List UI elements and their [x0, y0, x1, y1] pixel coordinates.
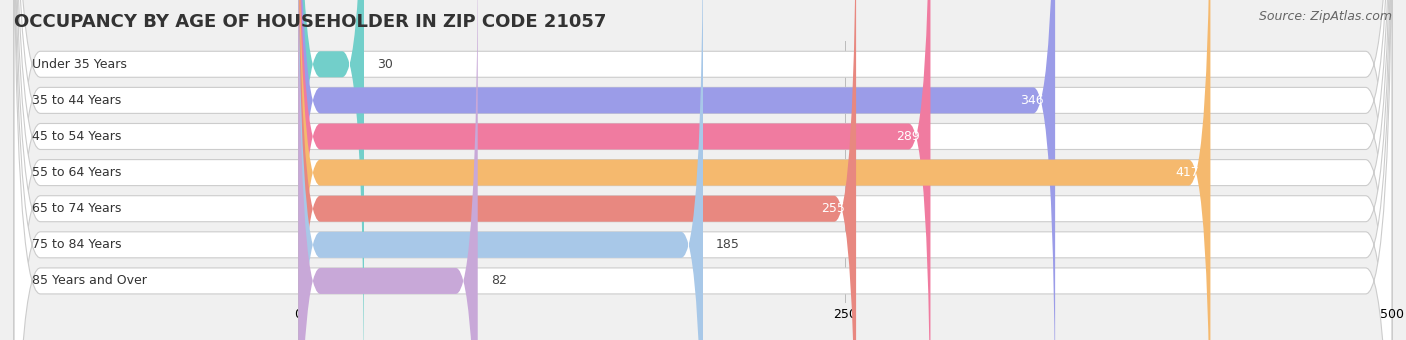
- FancyBboxPatch shape: [14, 0, 1392, 340]
- FancyBboxPatch shape: [298, 0, 931, 340]
- Text: 45 to 54 Years: 45 to 54 Years: [31, 130, 121, 143]
- FancyBboxPatch shape: [14, 0, 1392, 340]
- FancyBboxPatch shape: [298, 0, 1054, 340]
- FancyBboxPatch shape: [298, 0, 364, 340]
- FancyBboxPatch shape: [14, 0, 1392, 340]
- Text: Source: ZipAtlas.com: Source: ZipAtlas.com: [1258, 10, 1392, 23]
- Text: 30: 30: [377, 58, 394, 71]
- Text: 346: 346: [1021, 94, 1045, 107]
- Text: 75 to 84 Years: 75 to 84 Years: [31, 238, 121, 251]
- FancyBboxPatch shape: [298, 0, 703, 340]
- FancyBboxPatch shape: [14, 0, 1392, 340]
- FancyBboxPatch shape: [14, 0, 1392, 340]
- Text: 417: 417: [1175, 166, 1199, 179]
- Text: 55 to 64 Years: 55 to 64 Years: [31, 166, 121, 179]
- FancyBboxPatch shape: [14, 0, 1392, 340]
- Text: 289: 289: [896, 130, 920, 143]
- Text: 185: 185: [716, 238, 740, 251]
- FancyBboxPatch shape: [298, 0, 1211, 340]
- Text: 255: 255: [821, 202, 845, 215]
- FancyBboxPatch shape: [14, 0, 1392, 340]
- Text: 65 to 74 Years: 65 to 74 Years: [31, 202, 121, 215]
- Text: 85 Years and Over: 85 Years and Over: [31, 274, 146, 287]
- Text: Under 35 Years: Under 35 Years: [31, 58, 127, 71]
- Text: 35 to 44 Years: 35 to 44 Years: [31, 94, 121, 107]
- FancyBboxPatch shape: [298, 0, 856, 340]
- Text: 82: 82: [491, 274, 506, 287]
- Text: OCCUPANCY BY AGE OF HOUSEHOLDER IN ZIP CODE 21057: OCCUPANCY BY AGE OF HOUSEHOLDER IN ZIP C…: [14, 13, 606, 31]
- FancyBboxPatch shape: [298, 0, 478, 340]
